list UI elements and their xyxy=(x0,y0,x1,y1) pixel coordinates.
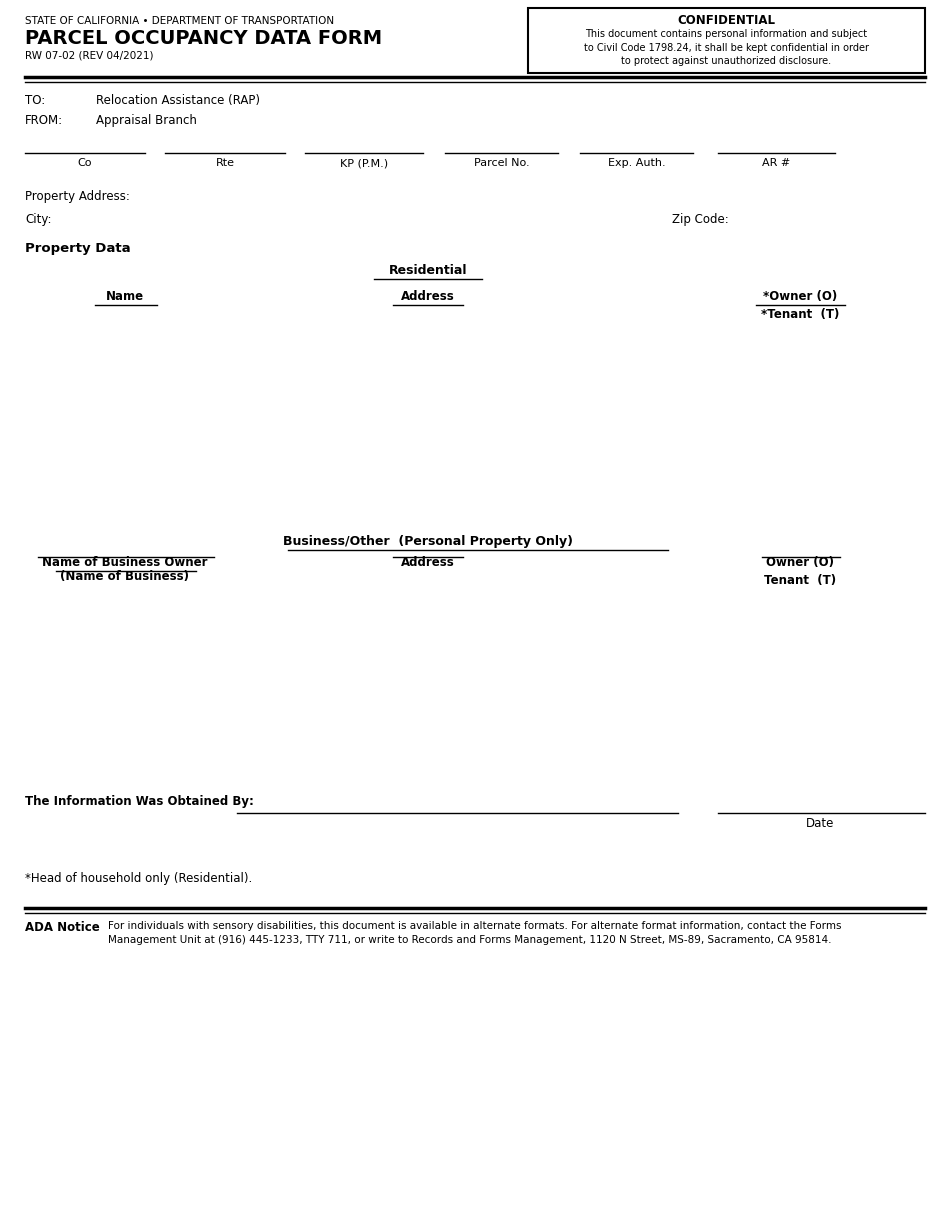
Text: RW 07-02 (REV 04/2021): RW 07-02 (REV 04/2021) xyxy=(25,50,154,60)
Text: Exp. Auth.: Exp. Auth. xyxy=(608,157,665,169)
Text: Parcel No.: Parcel No. xyxy=(474,157,529,169)
Text: *Owner (O)
*Tenant  (T): *Owner (O) *Tenant (T) xyxy=(761,290,839,321)
Text: PARCEL OCCUPANCY DATA FORM: PARCEL OCCUPANCY DATA FORM xyxy=(25,30,382,48)
Text: CONFIDENTIAL: CONFIDENTIAL xyxy=(677,14,775,27)
Text: Address: Address xyxy=(401,556,455,569)
Text: STATE OF CALIFORNIA • DEPARTMENT OF TRANSPORTATION: STATE OF CALIFORNIA • DEPARTMENT OF TRAN… xyxy=(25,16,334,26)
Text: Co: Co xyxy=(78,157,92,169)
Text: Residential: Residential xyxy=(389,264,467,277)
Text: For individuals with sensory disabilities, this document is available in alterna: For individuals with sensory disabilitie… xyxy=(108,921,842,945)
Text: (Name of Business): (Name of Business) xyxy=(61,569,189,583)
Bar xyxy=(528,9,925,73)
Text: *Head of household only (Residential).: *Head of household only (Residential). xyxy=(25,872,253,886)
Text: Appraisal Branch: Appraisal Branch xyxy=(96,114,197,127)
Text: Address: Address xyxy=(401,290,455,303)
Text: Property Address:: Property Address: xyxy=(25,189,130,203)
Text: Business/Other  (Personal Property Only): Business/Other (Personal Property Only) xyxy=(283,535,573,549)
Text: FROM:: FROM: xyxy=(25,114,63,127)
Text: Owner (O)
Tenant  (T): Owner (O) Tenant (T) xyxy=(764,556,836,587)
Text: Relocation Assistance (RAP): Relocation Assistance (RAP) xyxy=(96,93,260,107)
Text: ADA Notice: ADA Notice xyxy=(25,921,100,934)
Text: Date: Date xyxy=(806,817,834,830)
Text: Property Data: Property Data xyxy=(25,242,130,255)
Text: KP (P.M.): KP (P.M.) xyxy=(340,157,388,169)
Text: Zip Code:: Zip Code: xyxy=(672,213,729,226)
Text: AR #: AR # xyxy=(762,157,790,169)
Text: The Information Was Obtained By:: The Information Was Obtained By: xyxy=(25,795,254,808)
Text: TO:: TO: xyxy=(25,93,46,107)
Text: Name: Name xyxy=(106,290,144,303)
Text: City:: City: xyxy=(25,213,51,226)
Text: Rte: Rte xyxy=(216,157,235,169)
Text: Name of Business Owner: Name of Business Owner xyxy=(42,556,208,569)
Text: This document contains personal information and subject
to Civil Code 1798.24, i: This document contains personal informat… xyxy=(584,30,869,66)
